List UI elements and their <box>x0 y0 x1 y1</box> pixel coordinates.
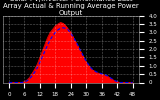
Title: Solar PV/Inverter Performance East Array Actual & Running Average Power Output: Solar PV/Inverter Performance East Array… <box>3 0 139 16</box>
